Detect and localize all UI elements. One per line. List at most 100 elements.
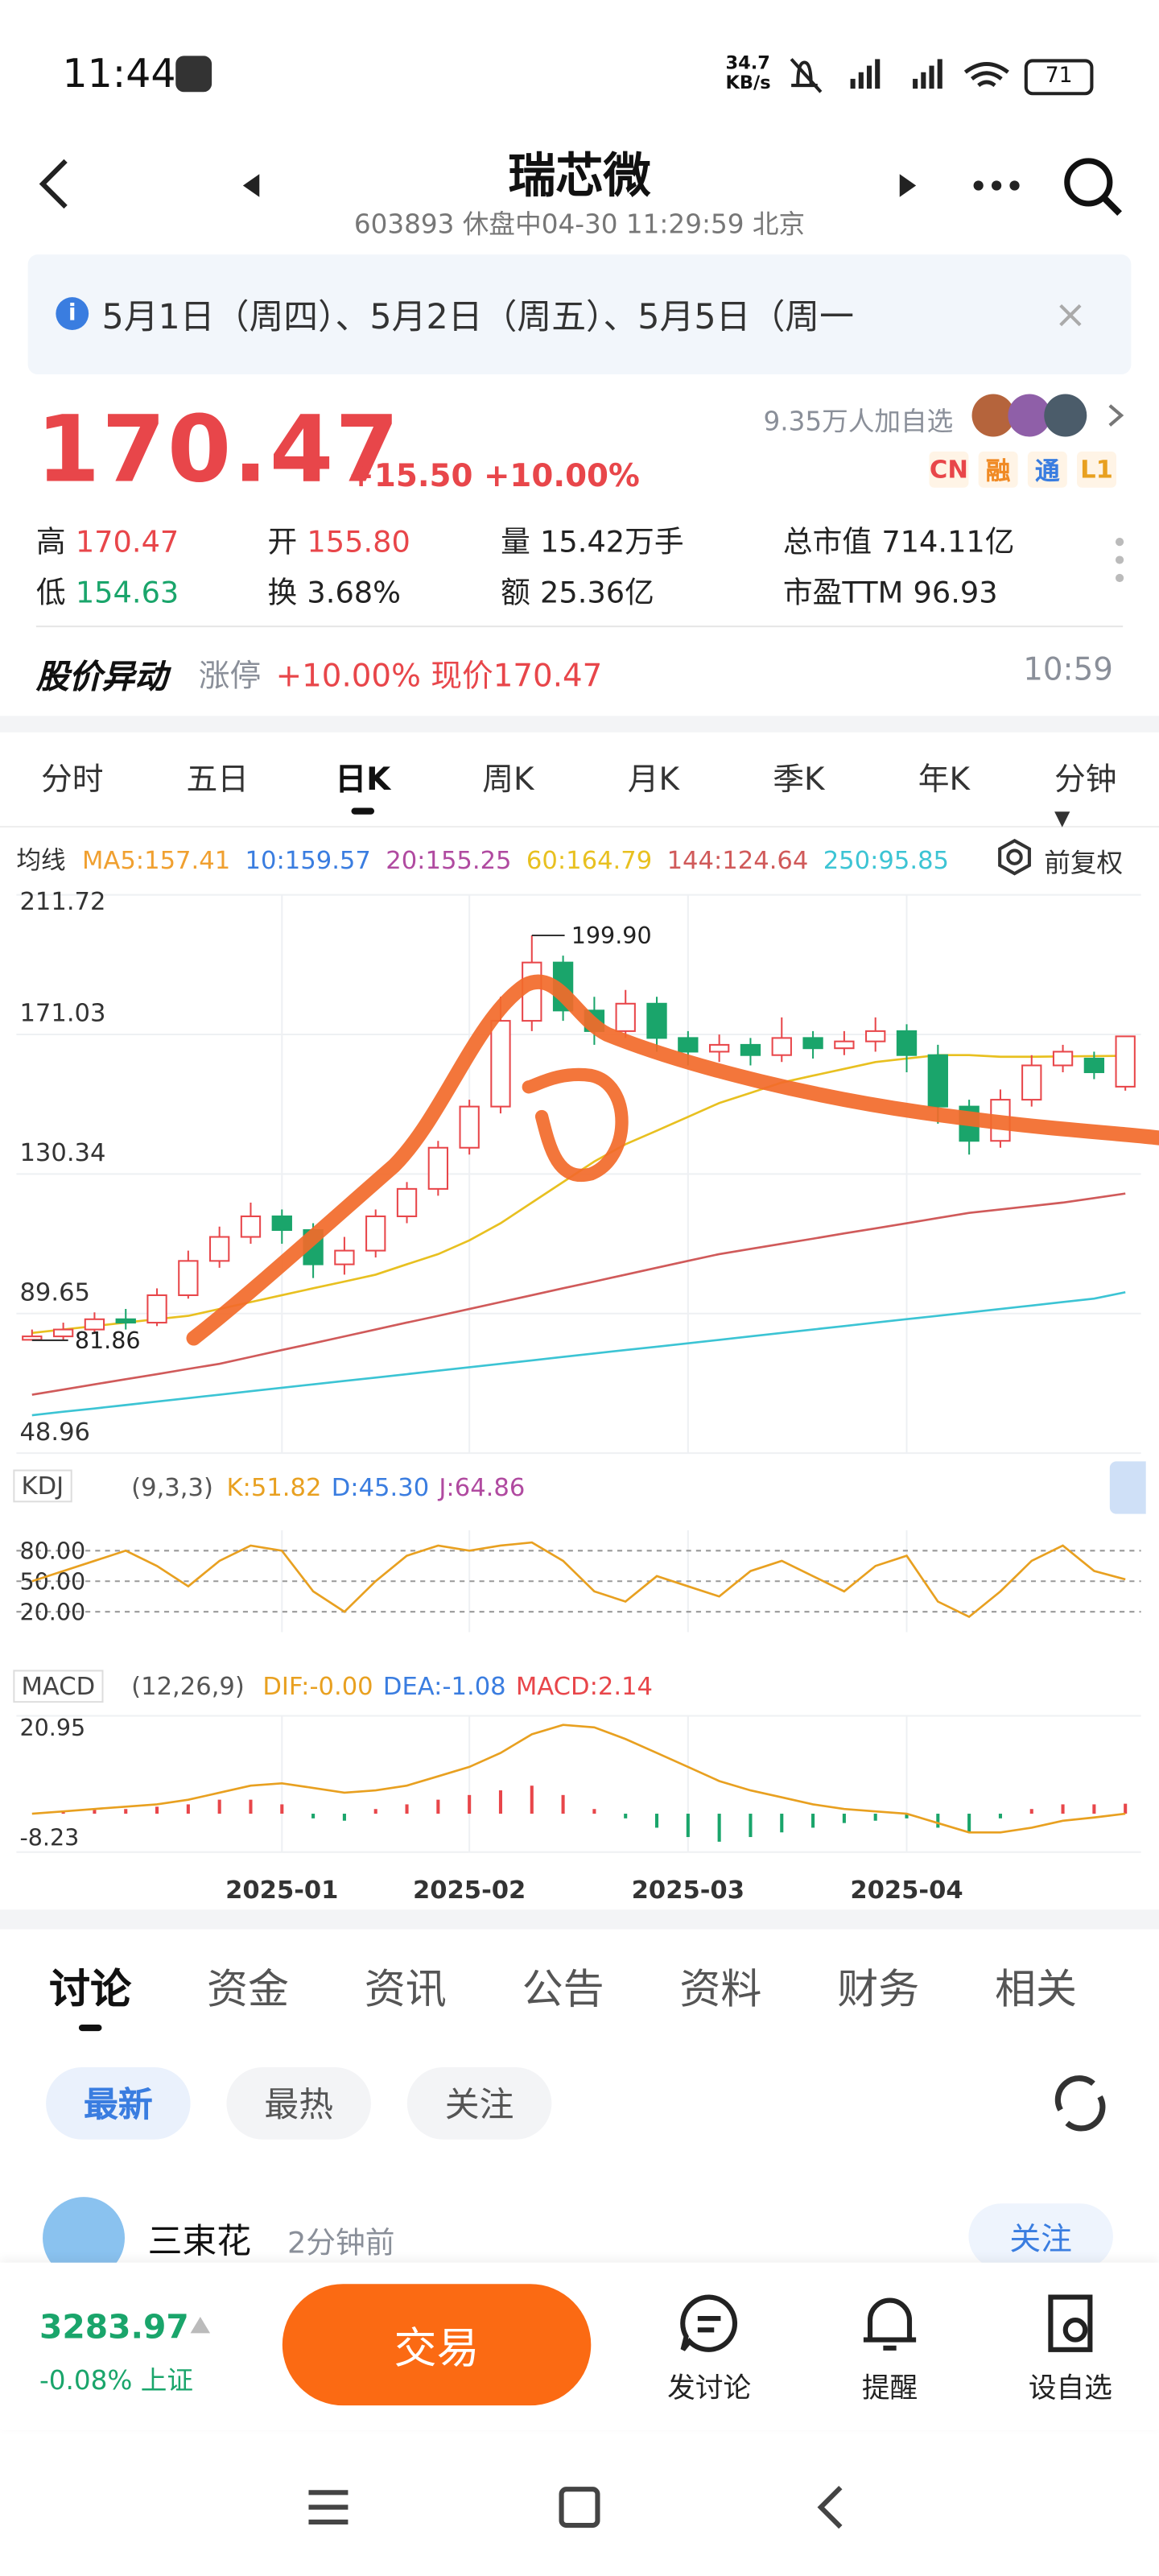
user-name[interactable]: 三束花 (147, 2221, 252, 2261)
badge: 融 (978, 451, 1018, 488)
y-tick-label: 130.34 (19, 1139, 105, 1167)
candle-body (52, 1328, 74, 1338)
kdj-value: J:64.86 (439, 1472, 526, 1503)
kdj-value: D:45.30 (331, 1472, 430, 1503)
kdj-name[interactable]: KDJ (13, 1469, 72, 1503)
filter-chip[interactable]: 最新 (46, 2066, 191, 2140)
badge: 通 (1027, 451, 1067, 488)
macd-name[interactable]: MACD (13, 1670, 104, 1703)
candle-body (615, 1002, 636, 1032)
content-tab[interactable]: 公告 (522, 1965, 604, 2013)
notice-text: 5月1日（周四）、5月2日（周五）、5月5日（周一 (101, 297, 854, 337)
candle-body (802, 1037, 823, 1050)
content-tab[interactable]: 相关 (995, 1965, 1078, 2013)
trade-button[interactable]: 交易 (282, 2284, 592, 2406)
content-tab[interactable]: 财务 (837, 1965, 920, 2013)
chart-tab[interactable]: 分钟▾ (1054, 762, 1117, 836)
status-icons (790, 58, 1009, 93)
prev-stock[interactable] (240, 172, 263, 199)
kdj-params: (9,3,3) (131, 1472, 213, 1503)
price-change: +15.50 +10.00% (348, 458, 640, 494)
x-tick-label: 2025-04 (850, 1876, 963, 1905)
y-tick-label: 89.65 (19, 1278, 90, 1307)
chart-tab[interactable]: 季K (773, 762, 825, 799)
stat: 换 3.68% (267, 570, 401, 613)
adjust-icon[interactable] (995, 837, 1034, 877)
min-label: 81.86 (75, 1327, 141, 1354)
candle-body (490, 1020, 511, 1108)
tab-indicator (351, 807, 375, 815)
action-label[interactable]: 设自选 (1028, 2372, 1112, 2406)
alert-title: 股价异动 (35, 656, 168, 696)
content-tab[interactable]: 资料 (679, 1965, 762, 2013)
watchlist-icon[interactable] (1037, 2290, 1103, 2356)
stat-value: 155.80 (307, 525, 410, 560)
more-stats[interactable] (1113, 535, 1126, 584)
stat-label: 低 (35, 576, 66, 611)
back-button[interactable] (33, 156, 82, 212)
badge: CN (929, 451, 969, 488)
index-change[interactable]: -0.08% 上证 (39, 2364, 194, 2396)
chart-tab[interactable]: 分时 (40, 762, 104, 799)
avatar (971, 394, 1015, 437)
candle-body (240, 1215, 262, 1238)
candle-body (459, 1105, 480, 1149)
next-stock[interactable] (897, 172, 920, 199)
hand-drawing (522, 1067, 629, 1183)
candle-body (334, 1249, 355, 1265)
candle-body (22, 1335, 43, 1341)
candle-body (209, 1236, 230, 1262)
candle-body (396, 1187, 418, 1217)
action-label[interactable]: 发讨论 (667, 2372, 752, 2406)
x-tick-label: 2025-01 (225, 1876, 338, 1905)
adjust-label[interactable]: 前复权 (1044, 847, 1124, 879)
close-notice[interactable] (1058, 302, 1084, 328)
refresh-button[interactable] (1047, 2070, 1113, 2136)
chart-tab[interactable]: 周K (482, 762, 534, 799)
filter-chip[interactable]: 关注 (406, 2066, 552, 2140)
stat-label: 高 (35, 525, 66, 560)
index-value[interactable]: 3283.97 (39, 2306, 189, 2347)
y-tick-label: 171.03 (19, 1000, 105, 1028)
search-button[interactable] (1061, 155, 1127, 221)
stat-value: 714.11亿 (881, 525, 1015, 560)
filter-chip[interactable]: 最热 (226, 2066, 371, 2140)
follow-button[interactable]: 关注 (968, 2203, 1113, 2269)
stat-label: 开 (267, 525, 298, 560)
candle-body (865, 1030, 886, 1042)
kdj-values: K:51.82 D:45.30 J:64.86 (226, 1473, 534, 1503)
content-tab[interactable]: 资讯 (364, 1965, 447, 2013)
panel-toggle[interactable] (1109, 1461, 1146, 1514)
notice-banner[interactable] (27, 254, 1132, 375)
candle-body (678, 1037, 699, 1053)
chart-tab[interactable]: 日K (335, 762, 391, 799)
avatar (1044, 394, 1087, 437)
ma-value: MA5:157.41 (82, 845, 231, 876)
battery: 71 (1024, 59, 1094, 96)
stock-subtitle: 603893 休盘中04-30 11:29:59 北京 (353, 208, 806, 240)
more-button[interactable] (972, 177, 1021, 193)
stat: 额 25.36亿 (501, 570, 654, 613)
alert-icon[interactable] (857, 2290, 923, 2356)
content-tab[interactable]: 讨论 (49, 1965, 132, 2013)
stat: 低 154.63 (36, 570, 179, 613)
chart-tab[interactable]: 月K (627, 762, 679, 799)
chart-tab[interactable]: 五日 (186, 762, 250, 799)
post-time: 2分钟前 (287, 2226, 395, 2261)
macd-values: DIF:-0.00 DEA:-1.08 MACD:2.14 (262, 1671, 662, 1701)
content-tab[interactable]: 资金 (206, 1965, 290, 2013)
stat: 开 155.80 (267, 519, 410, 562)
macd-value: MACD:2.14 (515, 1671, 654, 1702)
action-label[interactable]: 提醒 (861, 2372, 918, 2406)
price: 170.47 (35, 397, 401, 505)
candle-body (427, 1146, 449, 1190)
candle-body (1021, 1064, 1042, 1101)
candle-body (178, 1260, 199, 1296)
nav-bar (308, 2485, 843, 2529)
stat: 市盈TTM 96.93 (783, 570, 998, 613)
candle-body (1115, 1035, 1136, 1088)
chevron[interactable] (1107, 402, 1126, 429)
discuss-icon[interactable] (676, 2290, 742, 2356)
y-tick-label: 50.00 (19, 1567, 85, 1595)
chart-tab[interactable]: 年K (918, 762, 970, 799)
